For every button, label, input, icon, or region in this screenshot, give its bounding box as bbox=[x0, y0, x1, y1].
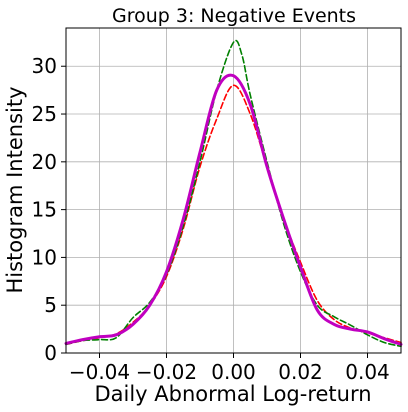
x-axis-label: Daily Abnormal Log-return bbox=[94, 382, 371, 406]
y-tick-label: 30 bbox=[32, 54, 57, 78]
series-line-magenta-solid bbox=[64, 73, 403, 346]
y-tick-label: 0 bbox=[44, 341, 57, 365]
x-tick-label: 0.02 bbox=[278, 360, 323, 384]
y-tick-label: 10 bbox=[32, 245, 57, 269]
y-tick-label: 20 bbox=[32, 150, 57, 174]
x-tick-label: −0.04 bbox=[69, 360, 130, 384]
y-axis-label: Histogram Intensity bbox=[3, 86, 27, 293]
x-tick-label: 0.00 bbox=[211, 360, 256, 384]
x-tick-label: −0.02 bbox=[136, 360, 197, 384]
y-tick-label: 25 bbox=[32, 102, 57, 126]
y-tick-label: 5 bbox=[44, 293, 57, 317]
y-tick-label: 15 bbox=[32, 198, 57, 222]
series-lines bbox=[64, 39, 403, 348]
ticks: −0.04 −0.02 0.00 0.02 0.04 0 5 10 15 20 25 30 bbox=[32, 54, 390, 384]
chart-title: Group 3: Negative Events bbox=[112, 5, 356, 27]
x-tick-label: 0.04 bbox=[345, 360, 390, 384]
series-line-green-dashed bbox=[65, 39, 402, 348]
